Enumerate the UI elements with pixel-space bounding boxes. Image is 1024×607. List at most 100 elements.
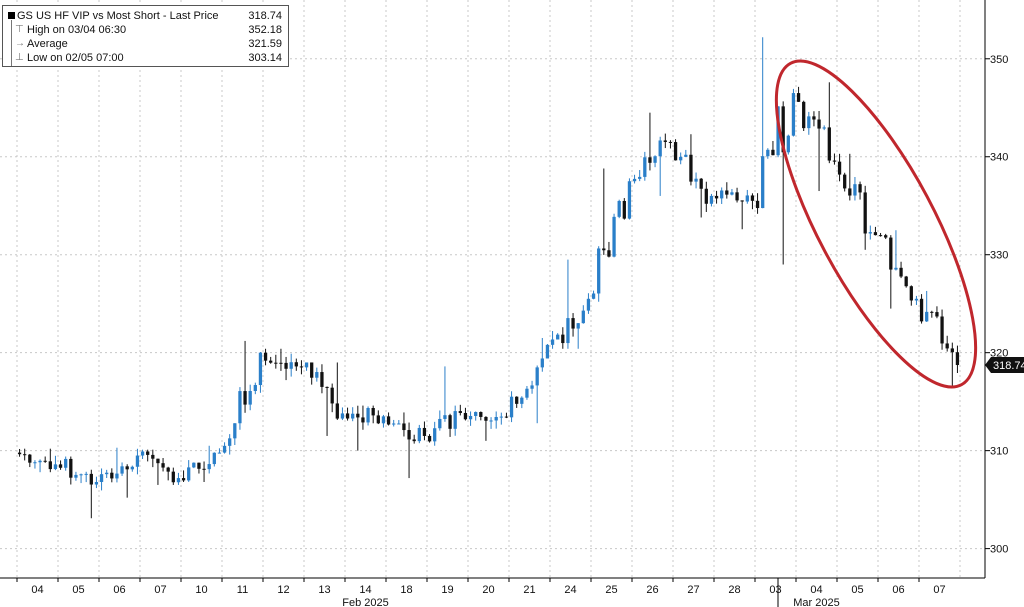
legend-title-row: GS US HF VIP vs Most Short - Last Price … [3,9,288,23]
candle-body [694,178,698,182]
candle-body [576,323,580,329]
candle-body [761,156,765,209]
candle-body [74,474,78,478]
candle-body [771,149,775,156]
candle-body [356,413,360,418]
candle-body [351,413,355,419]
candle-body [622,200,626,219]
candle-body [310,362,314,378]
candle-body [187,467,191,481]
candle-body [663,140,667,142]
x-tick-label: 28 [728,584,740,596]
candle-body [181,478,186,481]
candle-body [135,455,140,467]
candle-body [530,385,534,389]
candle-body [33,462,37,464]
candle-body [545,344,550,359]
x-tick-label: 21 [523,584,535,596]
candle-body [807,116,811,129]
candle-body [479,412,483,417]
annotation-ellipse [774,59,978,389]
candle-body [556,334,560,340]
candle-body [827,127,831,161]
candle-body [627,181,632,219]
candle-body [228,438,232,446]
candle-body [397,423,401,425]
candle-body [602,248,606,251]
candle-body [925,311,929,322]
legend-high-label: High on 03/04 06:30 [27,24,127,36]
last-price-tag-text: 318.74 [993,360,1024,372]
candle-body [433,428,437,442]
candle-body [474,412,478,416]
candle-body [489,420,493,422]
candle-body [899,267,903,277]
candle-body [725,190,729,195]
candle-body [848,188,852,196]
candle-body [837,161,842,175]
candle-body [535,367,539,386]
candle-body [540,358,544,368]
legend-last-price: 318.74 [248,10,282,22]
candle-body [197,462,201,469]
candle-body [320,372,324,387]
candle-body [238,391,242,424]
candle-body [202,468,206,470]
candle-body [597,248,601,294]
candle-body [217,452,222,454]
y-tick-label: 350 [990,54,1008,66]
candle-body [679,156,683,161]
candle-body [345,413,350,419]
candle-body [571,318,575,329]
candle-body [253,385,257,392]
candle-body [730,192,734,195]
candle-body [94,481,99,485]
x-tick-label: 12 [277,584,289,596]
candle-body [889,237,893,270]
legend-average-label: Average [27,38,68,50]
candle-body [289,362,293,369]
candle-body [955,352,960,366]
candle-body [504,416,509,418]
candle-body [207,464,211,470]
y-ticks: 300 310 320 330 340 350 [985,54,1008,556]
candle-body [48,461,52,470]
candle-body [125,466,129,470]
x-tick-label: 10 [195,584,207,596]
candle-body [832,160,837,162]
y-tick-label: 330 [990,250,1008,262]
candle-body [714,195,719,199]
candle-body [858,184,862,193]
x-tick-label: 07 [933,584,945,596]
candle-body [130,466,134,470]
candle-body [843,174,847,189]
candle-body [64,458,68,468]
candle-body [269,360,273,363]
candle-body [38,460,42,463]
candle-body [561,334,565,344]
legend: GS US HF VIP vs Most Short - Last Price … [2,5,289,67]
x-tick-label: 27 [687,584,699,596]
candle-body [151,454,155,459]
candle-body [376,415,380,424]
candle-body [494,416,498,421]
candle-body [684,154,688,157]
candle-body [950,348,954,353]
candle-body [817,119,821,129]
candle-body [392,423,396,425]
candle-body [699,178,703,189]
candle-body [294,362,298,367]
candle-body [520,397,524,404]
candle-body [58,464,63,468]
candle-body [909,286,913,301]
x-tick-label: 18 [400,584,412,596]
candle-body [279,362,283,364]
candle-body [448,415,452,429]
candle-body [638,176,642,179]
candle-body [673,142,678,161]
candle-body [412,439,416,442]
candle-body [407,430,411,440]
x-tick-label: 19 [441,584,453,596]
candle-body [330,387,334,404]
candle-body [171,471,175,483]
